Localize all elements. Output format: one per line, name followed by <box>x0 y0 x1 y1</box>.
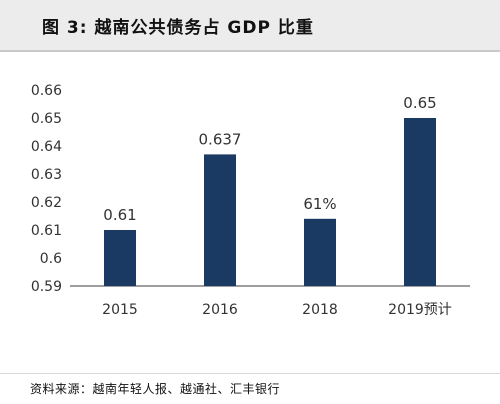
y-tick-label: 0.59 <box>31 279 62 295</box>
y-tick-label: 0.66 <box>31 83 62 99</box>
data-label: 0.637 <box>199 130 242 148</box>
y-tick-label: 0.64 <box>31 139 62 155</box>
chart-title: 图 3: 越南公共债务占 GDP 比重 <box>42 18 314 38</box>
source-divider <box>0 373 500 374</box>
y-tick-label: 0.62 <box>31 195 62 211</box>
x-tick-label: 2018 <box>302 302 338 318</box>
y-tick-label: 0.61 <box>31 223 62 239</box>
bar-2015 <box>104 230 136 286</box>
x-tick-label: 2016 <box>202 302 238 318</box>
data-label: 0.61 <box>103 206 136 224</box>
x-tick-label: 2015 <box>102 302 138 318</box>
data-label: 0.65 <box>403 94 436 112</box>
y-tick-label: 0.6 <box>40 251 62 267</box>
bar-2018 <box>304 218 336 286</box>
bar-2016 <box>204 154 236 286</box>
bar-2019预计 <box>404 118 436 286</box>
source-note: 资料来源：越南年轻人报、越通社、汇丰银行 <box>30 382 281 396</box>
bar-chart: 0.66 0.65 0.64 0.63 0.62 0.61 0.6 0.59 0.61 2015 0… <box>31 83 470 318</box>
y-tick-label: 0.65 <box>31 111 62 127</box>
data-label: 61% <box>303 195 336 213</box>
y-tick-label: 0.63 <box>31 167 62 183</box>
x-tick-label: 2019预计 <box>388 302 452 318</box>
title-bar: 图 3: 越南公共债务占 GDP 比重 <box>0 0 500 52</box>
